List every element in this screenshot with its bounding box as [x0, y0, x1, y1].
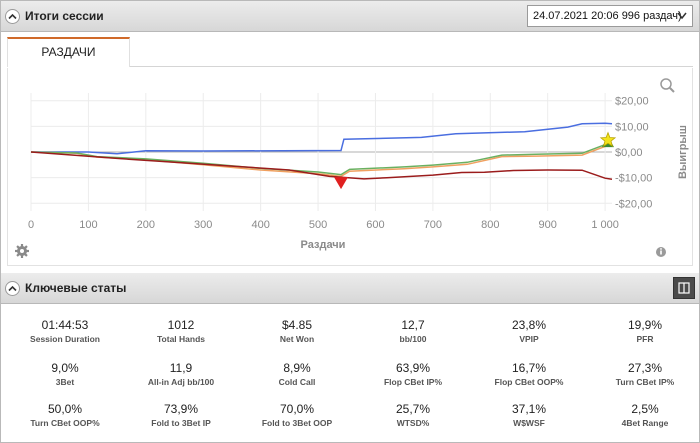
stat-value: 25,7%: [395, 402, 431, 416]
x-tick-label: 800: [481, 219, 499, 231]
stat-value: 73,9%: [163, 402, 199, 416]
stat-value: 50,0%: [47, 402, 83, 416]
stat-item: 01:44:53 Session Duration: [7, 318, 123, 344]
stat-value: 63,9%: [395, 361, 431, 375]
series-line-0: [31, 122, 613, 155]
series-line-2: [30, 143, 613, 176]
stat-value: 11,9: [169, 361, 193, 375]
stat-item: 19,9% PFR: [587, 318, 700, 344]
stat-value: 70,0%: [279, 402, 315, 416]
stat-item: 16,7% Flop CBet OOP%: [471, 361, 587, 387]
stat-label: Turn CBet IP%: [615, 377, 675, 387]
y-tick-label: $20,00: [615, 96, 649, 108]
series-line-3: [30, 151, 613, 180]
stat-item: 1012 Total Hands: [123, 318, 239, 344]
stat-value: 12,7: [401, 318, 425, 332]
min-marker: [334, 177, 349, 190]
session-select-value: 24.07.2021 20:06 996 раздач): [533, 10, 682, 22]
winnings-chart: $20,00 $10,00 $0,00 -$10,00 -$20,00 0 100 200 30…: [15, 78, 689, 258]
stat-value: 01:44:53: [41, 318, 89, 332]
stat-label: Fold to 3Bet OOP: [261, 418, 333, 428]
stat-value: 9,0%: [51, 361, 79, 375]
stat-label: PFR: [636, 334, 654, 344]
stat-label: W$WSF: [513, 418, 545, 428]
stat-item: 11,9 All-in Adj bb/100: [123, 361, 239, 387]
x-tick-label: 500: [309, 219, 327, 231]
stat-item: 73,9% Fold to 3Bet IP: [123, 402, 239, 428]
key-stats-title: Ключевые статы: [25, 281, 127, 295]
stat-item: 63,9% Flop CBet IP%: [355, 361, 471, 387]
stat-label: Fold to 3Bet IP: [151, 418, 211, 428]
stat-item: 50,0% Turn CBet OOP%: [7, 402, 123, 428]
collapse-icon[interactable]: [5, 281, 20, 296]
tab-hands[interactable]: РАЗДАЧИ: [7, 37, 130, 67]
x-tick-label: 600: [366, 219, 384, 231]
x-tick-label: 100: [79, 219, 97, 231]
stat-label: VPIP: [519, 334, 539, 344]
info-icon[interactable]: [656, 247, 666, 257]
x-tick-label: 200: [137, 219, 155, 231]
stat-label: WTSD%: [396, 418, 430, 428]
x-tick-label: 1 000: [591, 219, 619, 231]
settings-icon[interactable]: [15, 244, 29, 258]
stat-item: 25,7% WTSD%: [355, 402, 471, 428]
x-tick-label: 400: [251, 219, 269, 231]
stat-label: Cold Call: [278, 377, 316, 387]
stat-item: 8,9% Cold Call: [239, 361, 355, 387]
stat-item: 9,0% 3Bet: [7, 361, 123, 387]
stat-item: 2,5% 4Bet Range: [587, 402, 700, 428]
session-select[interactable]: 24.07.2021 20:06 996 раздач): [527, 5, 693, 27]
x-axis-title: Раздачи: [301, 239, 346, 251]
stat-label: All-in Adj bb/100: [147, 377, 215, 387]
chevron-down-icon: [677, 12, 687, 20]
stat-value: 37,1%: [511, 402, 547, 416]
stat-label: Net Won: [279, 334, 315, 344]
session-summary-header: Итоги сессии 24.07.2021 20:06 996 раздач…: [1, 1, 699, 32]
stat-item: 23,8% VPIP: [471, 318, 587, 344]
tab-strip: РАЗДАЧИ: [7, 37, 693, 67]
stat-label: Flop CBet IP%: [383, 377, 443, 387]
stat-item: 12,7 bb/100: [355, 318, 471, 344]
x-tick-label: 900: [539, 219, 557, 231]
stat-item: 27,3% Turn CBet IP%: [587, 361, 700, 387]
stat-value: 19,9%: [627, 318, 663, 332]
layout-icon[interactable]: [673, 277, 695, 299]
y-tick-label: $0,00: [615, 147, 643, 159]
stat-value: 2,5%: [631, 402, 659, 416]
y-tick-label: -$20,00: [615, 198, 652, 210]
y-tick-label: $10,00: [615, 121, 649, 133]
y-tick-label: -$10,00: [615, 173, 652, 185]
stat-label: bb/100: [399, 334, 427, 344]
chart-panel: $20,00 $10,00 $0,00 -$10,00 -$20,00 0 100 200 30…: [7, 68, 693, 266]
x-tick-label: 700: [424, 219, 442, 231]
stat-value: $4.85: [281, 318, 313, 332]
stat-value: 8,9%: [283, 361, 311, 375]
x-tick-label: 0: [28, 219, 34, 231]
stat-value: 1012: [167, 318, 195, 332]
stat-label: Session Duration: [30, 334, 100, 344]
x-tick-label: 300: [194, 219, 212, 231]
stat-value: 23,8%: [511, 318, 547, 332]
key-stats-header: Ключевые статы: [1, 273, 699, 304]
stat-label: 3Bet: [55, 377, 75, 387]
stat-value: 27,3%: [627, 361, 663, 375]
stat-label: Total Hands: [156, 334, 205, 344]
session-summary-title: Итоги сессии: [25, 9, 104, 23]
stat-item: 37,1% W$WSF: [471, 402, 587, 428]
stat-label: Turn CBet OOP%: [30, 418, 100, 428]
collapse-icon[interactable]: [5, 9, 20, 24]
stat-label: Flop CBet OOP%: [494, 377, 564, 387]
stat-item: 70,0% Fold to 3Bet OOP: [239, 402, 355, 428]
stat-label: 4Bet Range: [621, 418, 669, 428]
y-axis-title: Выигрыш: [677, 125, 689, 179]
stat-value: 16,7%: [511, 361, 547, 375]
zoom-icon[interactable]: [660, 78, 675, 93]
stat-item: $4.85 Net Won: [239, 318, 355, 344]
max-marker: [599, 131, 617, 148]
